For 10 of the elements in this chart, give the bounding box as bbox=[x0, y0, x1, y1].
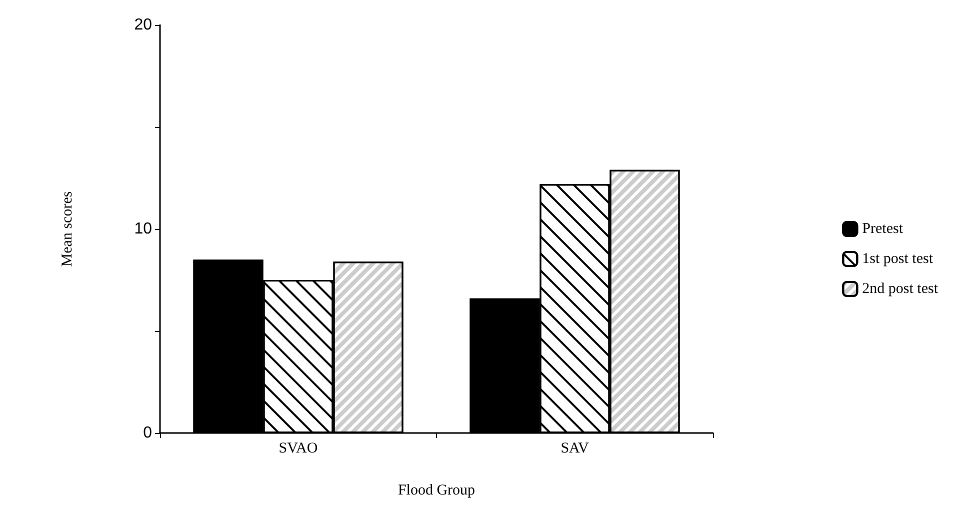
x-tick-label: SAV bbox=[560, 440, 589, 456]
y-axis-title: Mean scores bbox=[60, 191, 76, 267]
legend-label: 1st post test bbox=[862, 251, 934, 267]
x-tick-label: SVAO bbox=[278, 440, 318, 456]
legend-label: Pretest bbox=[862, 221, 904, 237]
y-tick-label: 20 bbox=[134, 16, 152, 34]
x-axis-title: Flood Group bbox=[398, 482, 476, 498]
y-tick-label: 10 bbox=[134, 220, 152, 238]
y-tick-label: 0 bbox=[143, 424, 152, 442]
legend-label: 2nd post test bbox=[862, 281, 939, 297]
